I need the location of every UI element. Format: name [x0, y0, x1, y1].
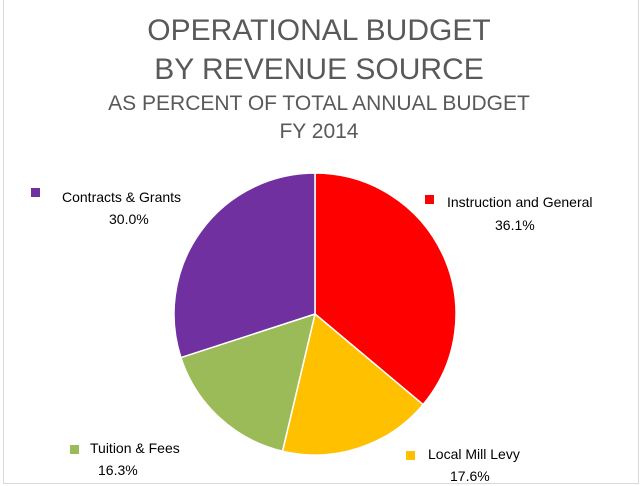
chart-title: OPERATIONAL BUDGET: [147, 14, 491, 47]
label-mill-levy-name: Local Mill Levy: [428, 446, 520, 462]
label-instruction-value: 36.1%: [495, 217, 535, 233]
pie-slice-tuition: [179, 312, 317, 453]
legend-swatch-instruction: [425, 195, 434, 204]
label-mill-levy-value: 17.6%: [450, 468, 490, 484]
chart-area: OPERATIONAL BUDGET BY REVENUE SOURCE AS …: [3, 0, 639, 484]
label-tuition-value: 16.3%: [98, 462, 138, 478]
label-tuition-name: Tuition & Fees: [90, 440, 180, 456]
pie-slice-contracts: [173, 172, 316, 359]
legend-swatch-tuition: [70, 445, 79, 454]
legend-swatch-contracts: [31, 188, 40, 197]
label-contracts-value: 30.0%: [109, 211, 149, 227]
chart-subtitle-line-2: FY 2014: [279, 120, 359, 143]
pie-slice-instruction: [314, 172, 457, 406]
chart-subtitle: AS PERCENT OF TOTAL ANNUAL BUDGET: [108, 92, 530, 115]
pie-slice-mill-levy: [281, 312, 425, 456]
legend-swatch-mill-levy: [406, 451, 415, 460]
label-instruction-name: Instruction and General: [447, 194, 593, 210]
chart-title-line-2: BY REVENUE SOURCE: [154, 53, 484, 86]
label-contracts-name: Contracts & Grants: [62, 189, 182, 205]
pie-chart: [173, 172, 457, 456]
